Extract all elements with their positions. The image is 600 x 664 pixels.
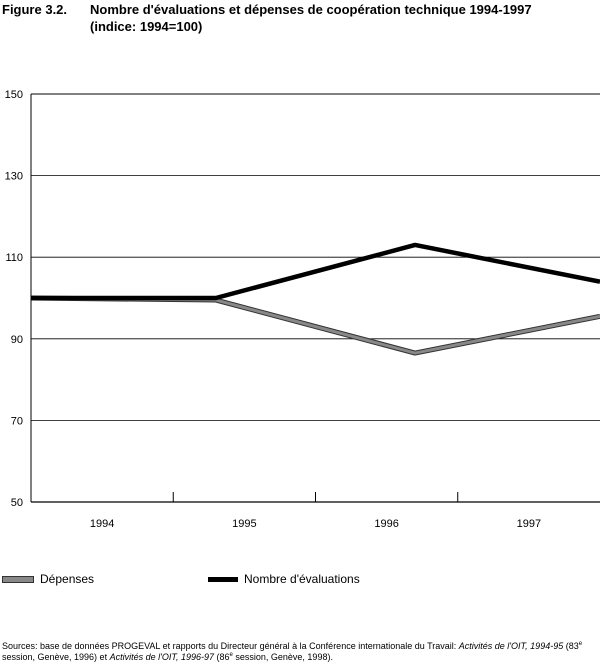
y-tick-label-110: 110 [5, 252, 23, 264]
sources-text-1b: session, Genève, 1996) et [2, 652, 110, 662]
sources-prefix: Sources: base de données PROGEVAL et rap… [2, 641, 459, 651]
y-tick-label-70: 70 [11, 415, 23, 427]
sources-publication-1: Activités de l'OIT, 1994-95 [458, 641, 564, 651]
legend-item-depenses: Dépenses [2, 572, 94, 586]
series-line-evaluations [31, 242, 600, 301]
legend-swatch-depenses [2, 575, 34, 583]
sources-text-1a: (83 [563, 641, 579, 651]
x-tick-label-1994: 1994 [90, 518, 114, 530]
y-tick-label-90: 90 [11, 334, 23, 346]
y-tick-label-50: 50 [11, 497, 23, 509]
sources-text-2b: session, Genève, 1998). [232, 652, 333, 662]
x-tick-label-1996: 1996 [374, 518, 398, 530]
chart-title: Nombre d'évaluations et dépenses de coop… [90, 2, 532, 17]
legend-label-depenses: Dépenses [40, 572, 95, 586]
legend-label-evaluations: Nombre d'évaluations [244, 572, 360, 586]
line-chart: 50 70 90 110 130 150 1994 1995 1996 1997 [5, 89, 600, 530]
chart-subtitle: (indice: 1994=100) [90, 19, 203, 34]
sources-sup-1: e [578, 641, 583, 647]
legend-item-evaluations: Nombre d'évaluations [208, 572, 360, 586]
figure-number: Figure 3.2. [2, 2, 68, 17]
sources-sup-2: e [229, 652, 233, 658]
y-tick-label-130: 130 [5, 171, 23, 183]
sources-publication-2: Activités de l'OIT, 1996-97 [109, 652, 215, 662]
series-line-depenses [30, 296, 600, 355]
legend-swatch-evaluations [208, 576, 238, 582]
x-tick-label-1997: 1997 [517, 518, 541, 530]
chart-legend: Dépenses Nombre d'évaluations [0, 572, 600, 592]
sources-note: Sources: base de données PROGEVAL et rap… [2, 641, 600, 663]
x-tick-label-1995: 1995 [232, 518, 256, 530]
y-tick-label-150: 150 [5, 89, 23, 101]
sources-text-2a: (86 [214, 652, 230, 662]
